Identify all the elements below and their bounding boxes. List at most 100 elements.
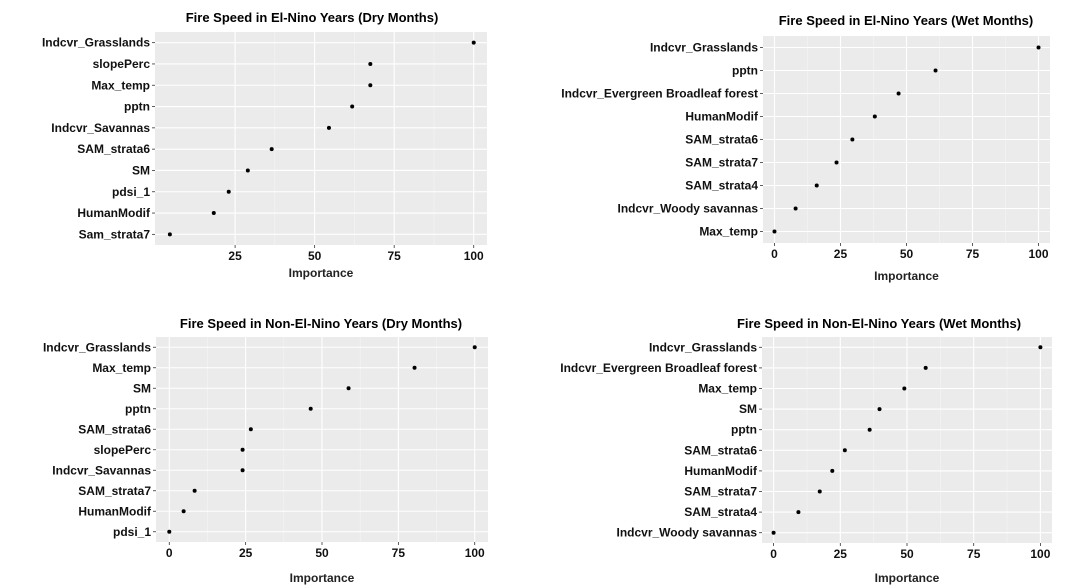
data-point — [269, 147, 274, 152]
chart-title: Fire Speed in El-Nino Years (Dry Months) — [186, 10, 439, 25]
data-point — [326, 125, 331, 130]
data-point — [793, 206, 798, 211]
y-tick-label: Sam_strata7 — [79, 227, 151, 241]
y-tick-label: Indcvr_Grasslands — [43, 340, 151, 354]
data-point — [933, 68, 938, 73]
x-tick-label: 25 — [834, 247, 848, 261]
plot-background — [155, 32, 487, 245]
x-tick-label: 50 — [900, 247, 914, 261]
data-point — [368, 61, 373, 66]
y-tick-label: slopePerc — [94, 443, 152, 457]
x-tick-label: 100 — [464, 249, 484, 263]
data-point — [772, 229, 777, 234]
data-point — [211, 211, 216, 216]
y-tick-label: pptn — [731, 423, 757, 437]
x-tick-label: 50 — [900, 547, 914, 561]
data-point — [817, 489, 822, 494]
x-tick-label: 100 — [1030, 547, 1050, 561]
y-tick-label: Max_temp — [92, 361, 151, 375]
data-point — [842, 448, 847, 453]
y-tick-label: SM — [133, 381, 151, 395]
y-tick-label: SAM_strata4 — [685, 179, 758, 193]
data-point — [902, 386, 907, 391]
y-tick-label: Max_temp — [91, 78, 150, 92]
y-tick-label: SAM_strata4 — [684, 505, 757, 519]
x-tick-label: 75 — [966, 247, 980, 261]
y-tick-label: Indcvr_Grasslands — [649, 340, 757, 354]
y-tick-label: SM — [739, 402, 757, 416]
x-tick-label: 50 — [308, 249, 322, 263]
data-point — [877, 407, 882, 412]
x-tick-label: 75 — [392, 546, 406, 560]
chart-title: Fire Speed in El-Nino Years (Wet Months) — [779, 13, 1034, 28]
y-tick-label: SAM_strata7 — [78, 484, 151, 498]
y-tick-label: SAM_strata7 — [685, 156, 758, 170]
x-axis-label: Importance — [289, 266, 354, 280]
data-point — [350, 104, 355, 109]
x-tick-label: 0 — [770, 547, 777, 561]
y-tick-label: Indcvr_Grasslands — [42, 36, 150, 50]
data-point — [1036, 45, 1041, 50]
data-point — [830, 468, 835, 473]
x-tick-label: 0 — [166, 546, 173, 560]
data-point — [308, 406, 313, 411]
y-tick-label: HumanModif — [77, 206, 151, 220]
x-tick-label: 50 — [315, 546, 329, 560]
chart-panel-1: 25 50 75 100 Indcvr_Grasslands slopePerc Max_t… — [42, 10, 487, 280]
y-tick-label: SAM_strata6 — [78, 422, 151, 436]
data-point — [850, 137, 855, 142]
chart-title: Fire Speed in Non-El-Nino Years (Dry Mon… — [180, 316, 462, 331]
y-tick-label: Max_temp — [698, 382, 757, 396]
y-tick-label: slopePerc — [93, 57, 151, 71]
x-tick-label: 25 — [834, 547, 848, 561]
data-point — [240, 447, 245, 452]
data-point — [346, 386, 351, 391]
y-tick-label: Indcvr_Savannas — [52, 463, 151, 477]
chart-panel-3: 0 25 50 75 100 Indcvr_Grasslands Max_temp SM ppt… — [43, 316, 488, 585]
data-point — [796, 510, 801, 515]
y-tick-label: pdsi_1 — [113, 525, 151, 539]
data-point — [1038, 345, 1043, 350]
x-axis-label: Importance — [875, 571, 940, 585]
data-point — [192, 488, 197, 493]
data-point — [867, 427, 872, 432]
x-tick-label: 25 — [239, 546, 253, 560]
y-tick-label: pptn — [124, 100, 150, 114]
y-tick-label: pdsi_1 — [112, 185, 150, 199]
data-point — [412, 365, 417, 370]
y-tick-label: Indcvr_Evergreen Broadleaf forest — [561, 87, 758, 101]
x-tick-label: 25 — [228, 249, 242, 263]
y-tick-label: SAM_strata6 — [684, 443, 757, 457]
data-point — [245, 168, 250, 173]
x-axis-label: Importance — [290, 571, 355, 585]
y-tick-label: pptn — [732, 64, 758, 78]
y-tick-label: Indcvr_Woody savannas — [617, 526, 758, 540]
x-tick-label: 75 — [967, 547, 981, 561]
data-point — [248, 427, 253, 432]
data-point — [472, 345, 477, 350]
data-point — [896, 91, 901, 96]
y-tick-label: SAM_strata6 — [685, 133, 758, 147]
y-tick-label: HumanModif — [685, 110, 759, 124]
y-tick-label: Indcvr_Grasslands — [650, 41, 758, 55]
y-tick-label: Indcvr_Savannas — [51, 121, 150, 135]
data-point — [923, 365, 928, 370]
x-tick-label: 100 — [1029, 247, 1049, 261]
data-point — [167, 232, 172, 237]
data-point — [181, 509, 186, 514]
y-tick-label: SM — [132, 163, 150, 177]
y-tick-label: Indcvr_Woody savannas — [618, 202, 759, 216]
x-tick-label: 0 — [771, 247, 778, 261]
data-point — [834, 160, 839, 165]
data-point — [167, 529, 172, 534]
y-tick-label: Max_temp — [699, 225, 758, 239]
data-point — [240, 468, 245, 473]
y-tick-label: SAM_strata6 — [77, 142, 150, 156]
y-tick-label: pptn — [125, 402, 151, 416]
data-point — [226, 189, 231, 194]
x-tick-label: 75 — [387, 249, 401, 263]
y-tick-label: SAM_strata7 — [684, 485, 757, 499]
y-tick-label: HumanModif — [78, 504, 152, 518]
